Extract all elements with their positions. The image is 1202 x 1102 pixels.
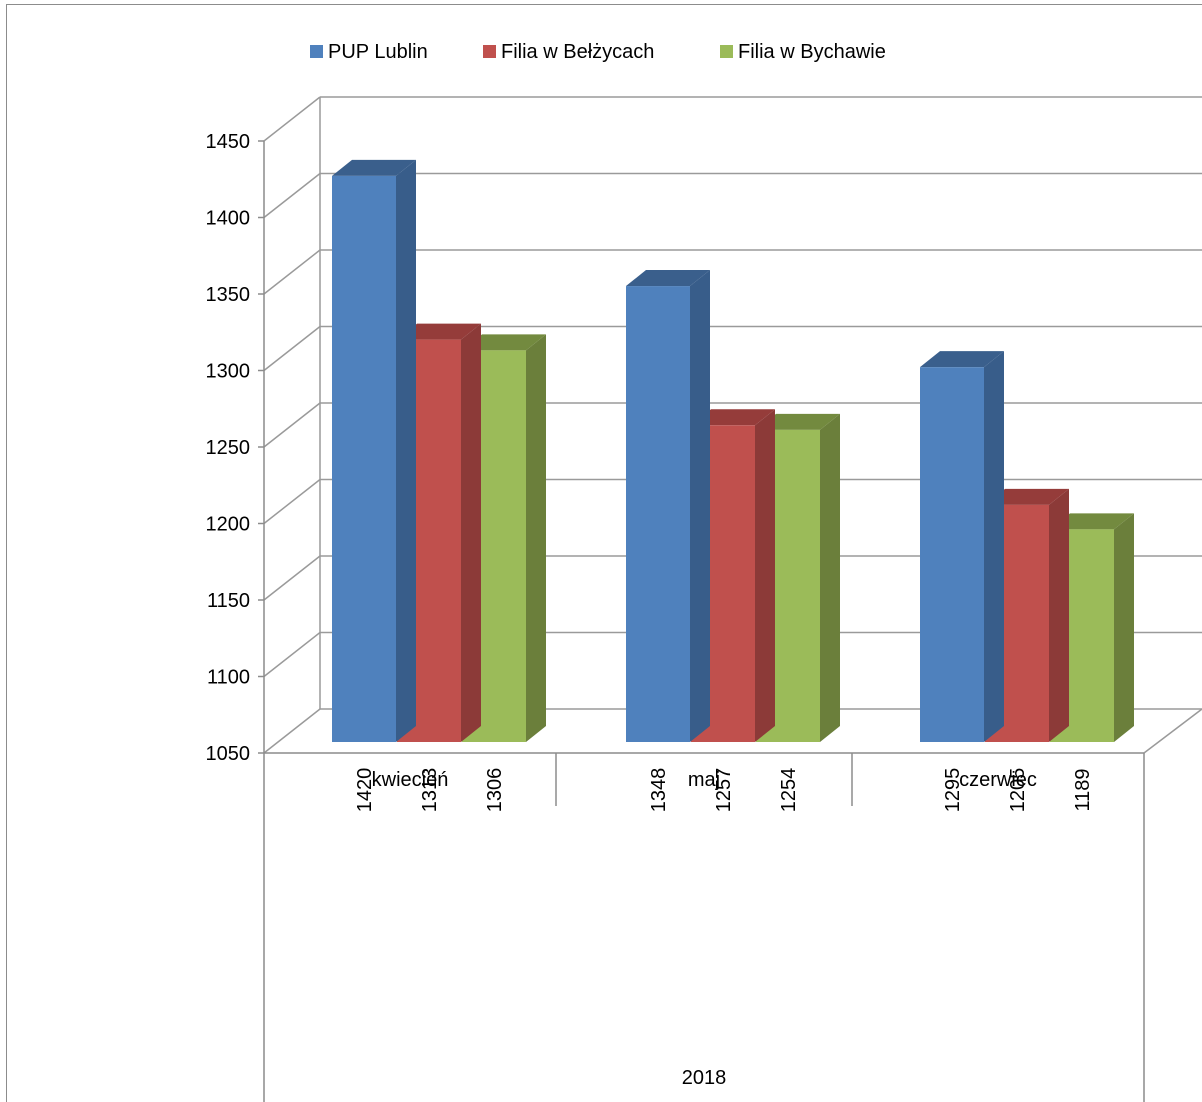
bar-value-label: 1295: [942, 768, 964, 813]
bar-value-label: 1348: [648, 768, 670, 813]
bar: [920, 351, 1004, 742]
y-tick-label: 1300: [206, 361, 251, 383]
legend-item: Filia w Bełżycach: [483, 41, 654, 63]
legend-item: Filia w Bychawie: [720, 41, 886, 63]
bar: [332, 159, 416, 742]
floor-side-edge: [1143, 708, 1202, 754]
legend-swatch: [310, 45, 323, 58]
y-tick-label: 1150: [207, 590, 250, 612]
y-tick-label: 1100: [207, 667, 250, 689]
x-category-label: czerwiec: [959, 769, 1037, 791]
bar-value-label: 1189: [1072, 768, 1094, 811]
axes: 1050 1100 1150 1200 1250 1300 1350 1400 1450 kwie…: [206, 131, 1202, 1102]
gridline: [258, 249, 1202, 295]
legend-item: PUP Lublin: [310, 41, 428, 63]
legend-label: PUP Lublin: [328, 41, 428, 63]
x-group-label: 2018: [682, 1067, 727, 1089]
bar: [626, 270, 710, 742]
legend-swatch: [720, 45, 733, 58]
legend-label: Filia w Bychawie: [738, 41, 886, 63]
y-tick-label: 1400: [206, 208, 251, 230]
x-category-label: maj: [688, 769, 720, 791]
bar-value-label: 1254: [778, 768, 800, 813]
y-tick-label: 1200: [206, 514, 251, 536]
y-tick-label: 1350: [206, 284, 251, 306]
bars: [332, 159, 1134, 742]
chart-frame: [6, 4, 1202, 1102]
legend-label: Filia w Bełżycach: [501, 41, 654, 63]
y-tick-label: 1450: [206, 131, 251, 153]
data-labels: 1306 1313 1420 1254 1257 1348 1189 1205 1295: [354, 768, 1094, 813]
legend-swatch: [483, 45, 496, 58]
y-tick-label: 1250: [206, 437, 251, 459]
bar-value-label: 1313: [419, 768, 441, 813]
x-category-label: kwiecień: [372, 769, 449, 791]
y-tick-label: 1050: [206, 743, 251, 765]
gridline: [258, 172, 1202, 219]
bar-value-label: 1257: [713, 768, 735, 813]
bar-value-label: 1306: [484, 768, 506, 813]
bar-value-label: 1420: [354, 768, 376, 813]
legend: PUP Lublin Filia w Bełżycach Filia w Bycha…: [310, 41, 886, 63]
bar-value-label: 1205: [1007, 768, 1029, 813]
gridline: [258, 96, 1202, 142]
